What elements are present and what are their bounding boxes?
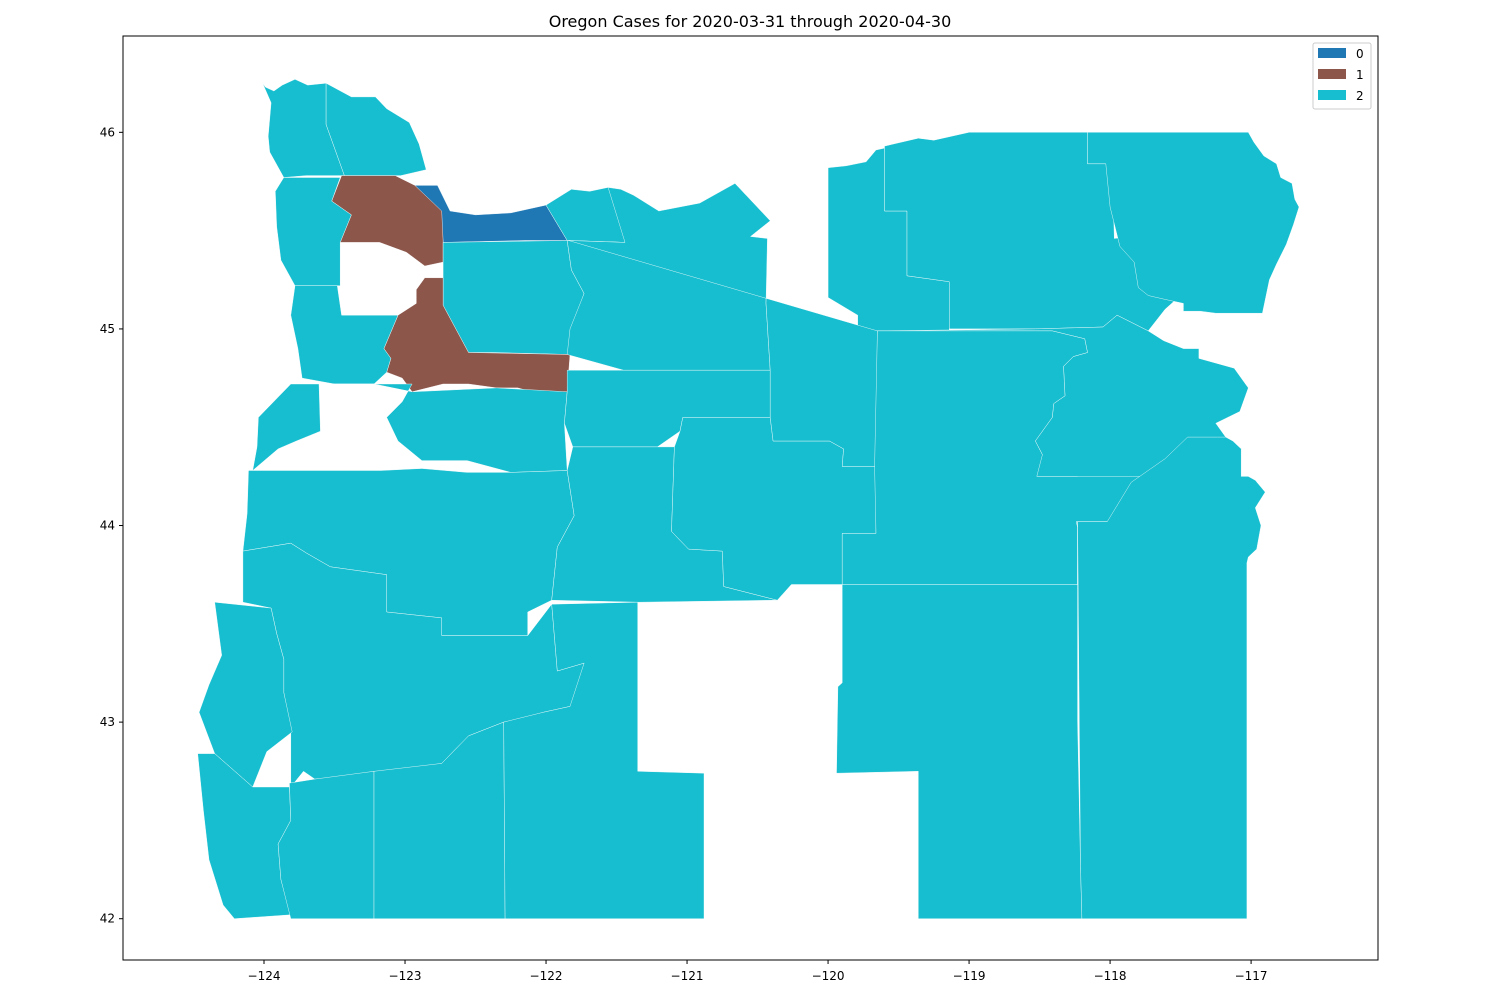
y-tick-label: 46	[100, 125, 115, 139]
legend-swatch	[1318, 48, 1346, 58]
legend-swatch	[1318, 90, 1346, 100]
county-region-9	[319, 383, 568, 473]
county-region-29	[1077, 436, 1266, 919]
y-tick-label: 45	[100, 322, 115, 336]
x-tick-label: −122	[530, 969, 563, 983]
chart-title: Oregon Cases for 2020-03-31 through 2020…	[549, 12, 952, 31]
county-region-5	[442, 240, 585, 355]
county-region-1	[325, 82, 427, 176]
x-tick-label: −119	[953, 969, 986, 983]
y-tick-label: 42	[100, 912, 115, 926]
y-tick-label: 44	[100, 519, 115, 533]
x-axis: −124 −123 −122 −121 −120 −119 −118 −117	[248, 960, 1268, 983]
county-regions	[197, 79, 1300, 919]
y-axis: 42 43 44 45 46	[100, 125, 123, 926]
y-tick-label: 43	[100, 715, 115, 729]
county-region-24	[1087, 132, 1300, 314]
county-region-4	[275, 177, 352, 286]
county-region-7	[290, 285, 399, 385]
county-region-14	[277, 771, 375, 919]
plot-frame	[122, 35, 1379, 961]
legend-swatch	[1318, 69, 1346, 79]
legend-label: 1	[1356, 68, 1364, 82]
x-tick-label: −121	[671, 969, 704, 983]
x-tick-label: −120	[812, 969, 845, 983]
x-tick-label: −123	[389, 969, 422, 983]
x-tick-label: −117	[1235, 969, 1268, 983]
legend: 0 1 2	[1312, 42, 1372, 110]
legend-label: 2	[1356, 89, 1364, 103]
legend-label: 0	[1356, 47, 1364, 61]
x-tick-label: −124	[248, 969, 281, 983]
county-region-8	[252, 383, 321, 472]
x-tick-label: −118	[1094, 969, 1127, 983]
county-region-12	[198, 601, 293, 788]
county-region-26	[568, 183, 878, 467]
